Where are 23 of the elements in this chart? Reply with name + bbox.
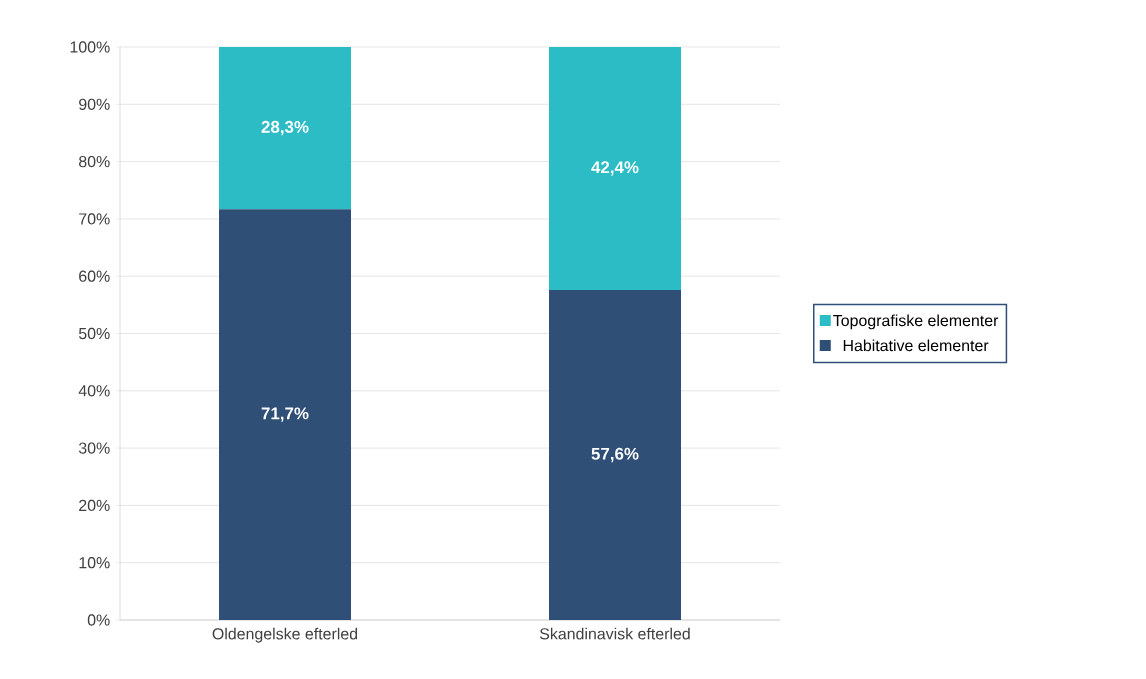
y-tick-label: 90% [79, 98, 110, 110]
bar [549, 46, 682, 290]
bar [219, 209, 351, 620]
y-tick-label: 60% [79, 270, 110, 282]
y-tick-label: 10% [79, 557, 110, 569]
y-tick-label: 80% [79, 155, 110, 168]
bar [219, 46, 351, 210]
y-tick-label: 30% [78, 442, 110, 454]
bar [549, 289, 682, 620]
legend-label: Habitative elementer [843, 339, 989, 352]
data-label: 28,3% [261, 120, 309, 136]
y-tick-label: 40% [78, 385, 110, 397]
legend-label: Topografiske elementer [833, 314, 999, 330]
y-tick-label: 0% [87, 614, 110, 626]
data-label: 71,7% [261, 407, 309, 422]
x-tick-label: Skandinavisk efterled [539, 627, 690, 640]
data-label: 42,4% [591, 161, 639, 176]
y-tick-label: 100% [70, 41, 110, 53]
y-tick-label: 50% [78, 327, 110, 340]
y-tick-label: 70% [79, 213, 110, 225]
x-tick-label: Oldengelske efterled [212, 627, 358, 643]
y-tick-label: 20% [79, 499, 110, 512]
data-label: 57,6% [591, 447, 639, 463]
